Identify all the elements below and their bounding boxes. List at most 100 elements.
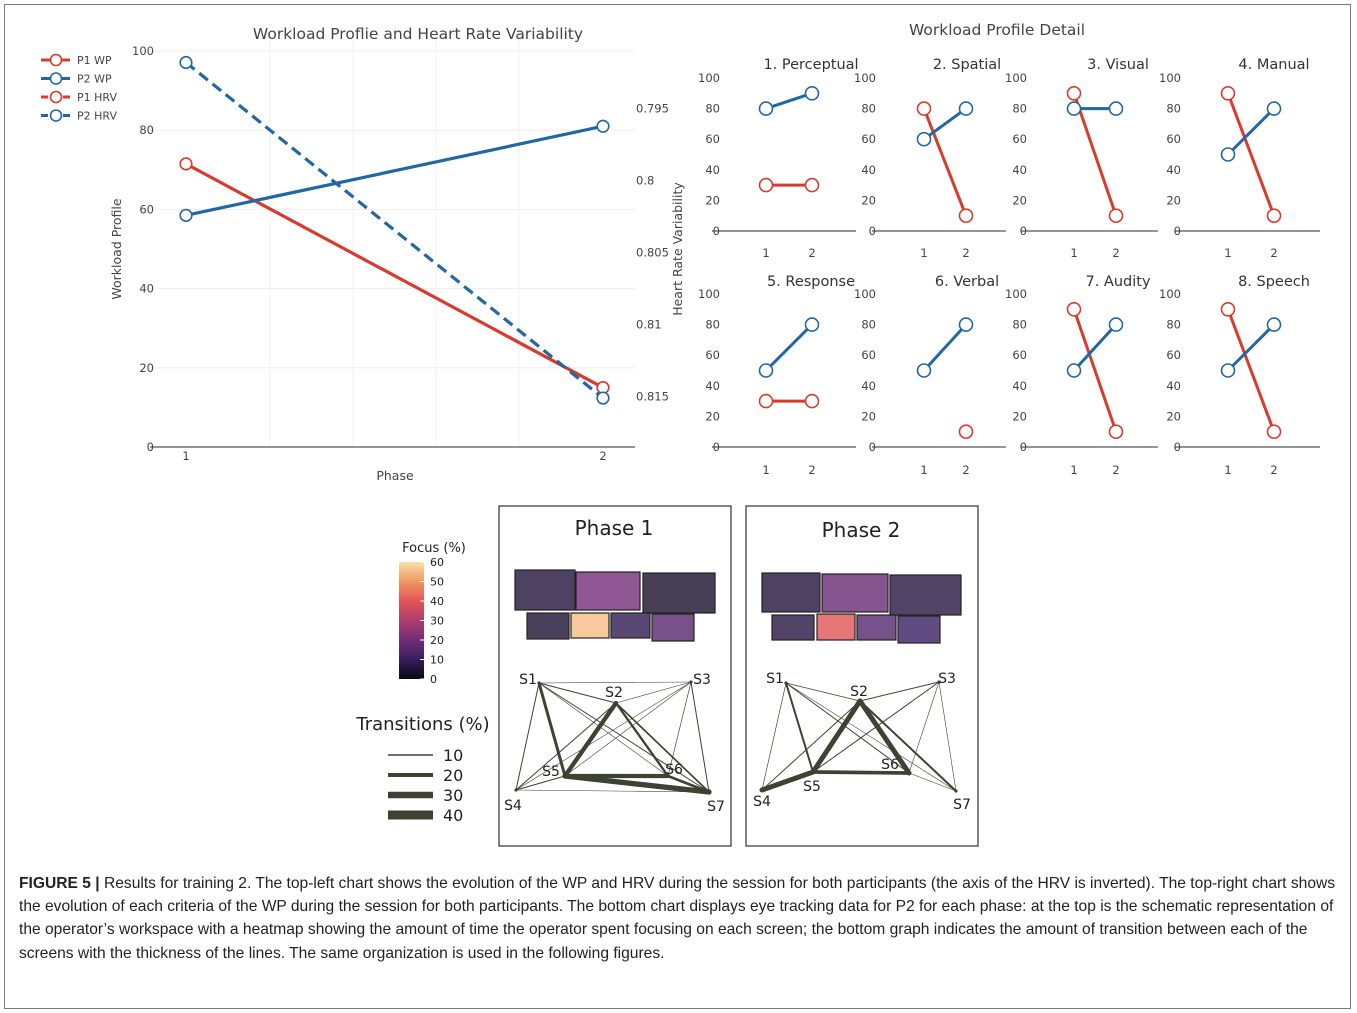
y-tick-label: 0 <box>147 440 154 454</box>
panel-data-point <box>758 101 774 116</box>
screen-label: S5 <box>542 764 560 780</box>
transition-edge <box>515 775 566 791</box>
screen-label: S3 <box>938 671 956 687</box>
screen-label: S5 <box>803 779 821 795</box>
transition-legend-label: 10 <box>443 746 463 765</box>
panel-y-tick: 20 <box>1012 409 1027 423</box>
panel-y-tick: 0 <box>1020 224 1027 238</box>
workspace-screen <box>526 612 570 640</box>
transition-legend-label: 30 <box>443 786 463 805</box>
panel-title: 1. Perceptual <box>763 57 858 73</box>
colorbar-tick-label: 30 <box>430 615 444 628</box>
panel-data-point <box>1066 301 1082 317</box>
panel-y-tick: 80 <box>1166 318 1181 332</box>
panel-y-tick: 0 <box>713 224 720 238</box>
transition-edge <box>761 682 787 791</box>
phase-title: Phase 1 <box>575 516 654 540</box>
panel-y-tick: 80 <box>1012 318 1027 332</box>
phase-box <box>745 505 979 847</box>
legend-marker <box>49 72 63 85</box>
panel-y-tick: 100 <box>1005 71 1027 85</box>
y2-tick-label: 0.8 <box>636 174 654 188</box>
panel-x-tick: 1 <box>762 246 769 260</box>
transition-edge <box>761 700 861 791</box>
panel-y-tick: 60 <box>861 348 876 362</box>
detail-panel: 7. Audity 0 20 40 60 80 100 1 2 <box>1005 274 1158 477</box>
colorbar <box>399 562 424 679</box>
panel-series-line <box>1226 107 1276 156</box>
workspace-screen <box>570 612 610 639</box>
transition-edge <box>908 772 957 792</box>
y2-tick-label: 0.805 <box>636 246 669 260</box>
panel-data-point <box>758 393 774 409</box>
panel-data-point <box>1066 363 1082 378</box>
transition-edge <box>666 774 711 794</box>
transition-edge <box>515 681 692 791</box>
legend-label: P2 HRV <box>77 110 117 123</box>
panel-series-line <box>1072 308 1118 433</box>
transition-edge <box>515 702 617 791</box>
panel-data-point <box>804 86 820 101</box>
workspace-screen <box>856 614 897 641</box>
transitions-title: Transitions (%) <box>355 714 489 735</box>
data-point <box>179 208 193 222</box>
detail-panel: 1. Perceptual 0 20 40 60 80 100 1 2 <box>698 57 859 260</box>
panel-y-tick: 0 <box>869 224 876 238</box>
transition-edge <box>537 681 567 778</box>
y2-tick-label: 0.795 <box>636 102 669 116</box>
panel-series-line <box>1226 308 1276 433</box>
panel-x-tick: 2 <box>1270 246 1277 260</box>
screen-label: S1 <box>519 672 537 688</box>
y2-tick-label: 0.815 <box>636 390 669 404</box>
panel-y-tick: 100 <box>854 71 876 85</box>
panel-y-tick: 100 <box>1005 287 1027 301</box>
panel-data-point <box>916 131 932 147</box>
transition-edge <box>564 681 692 777</box>
transition-edge <box>785 682 861 702</box>
series-line <box>185 124 604 217</box>
panel-y-tick: 20 <box>861 409 876 423</box>
colorbar-tick-label: 0 <box>430 673 437 686</box>
panel-y-tick: 20 <box>705 409 720 423</box>
legend-marker <box>49 109 63 122</box>
panel-series-line <box>1226 92 1276 217</box>
panel-data-point <box>1066 101 1082 116</box>
panel-y-tick: 80 <box>705 102 720 116</box>
panel-y-tick: 0 <box>713 440 720 454</box>
screen-label: S3 <box>693 672 711 688</box>
transition-legend-label: 40 <box>443 806 463 825</box>
detail-panel: 8. Speech 0 20 40 60 80 100 1 2 <box>1159 274 1320 477</box>
y-tick-label: 60 <box>139 202 154 216</box>
screen-label: S6 <box>881 757 899 773</box>
screen-node <box>689 680 693 684</box>
panel-data-point <box>1108 317 1124 332</box>
screen-label: S7 <box>953 797 971 813</box>
series-line <box>185 162 604 390</box>
y-tick-label: 100 <box>132 44 154 58</box>
panel-title: 6. Verbal <box>935 274 999 290</box>
panel-series-line <box>922 108 968 217</box>
panel-data-point <box>1220 86 1236 101</box>
colorbar-title: Focus (%) <box>402 541 466 556</box>
panel-y-tick: 60 <box>1166 348 1181 362</box>
panel-series-line <box>1226 323 1276 372</box>
panel-y-tick: 40 <box>705 379 720 393</box>
panel-y-tick: 80 <box>861 318 876 332</box>
detail-panel: 3. Visual 0 20 40 60 80 100 1 2 <box>1005 57 1158 260</box>
workspace-screen <box>889 574 962 616</box>
panel-title: 2. Spatial <box>933 57 1001 73</box>
panel-x-tick: 1 <box>920 246 927 260</box>
workspace-screen <box>610 612 651 639</box>
panel-data-point <box>804 317 820 332</box>
screen-node <box>858 699 862 703</box>
workspace-screen <box>771 614 815 641</box>
screen-node <box>537 681 541 685</box>
panel-y-tick: 60 <box>1012 348 1027 362</box>
panel-y-tick: 40 <box>1012 163 1027 177</box>
phase-title: Phase 2 <box>822 518 901 542</box>
transition-edge <box>938 681 957 792</box>
screen-node <box>514 788 518 792</box>
panel-title: 5. Response <box>767 274 855 290</box>
